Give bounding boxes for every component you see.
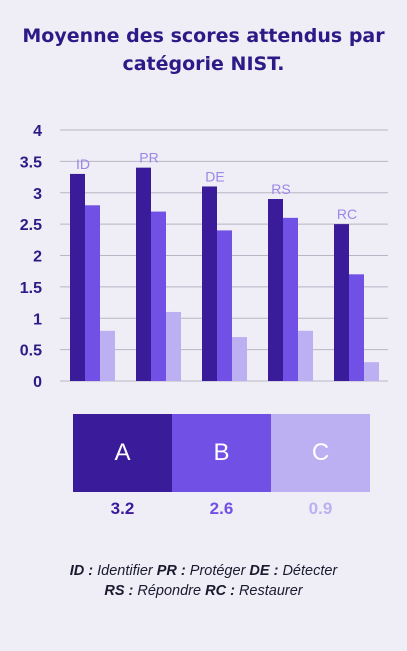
abbr-rc: RC : (205, 583, 235, 599)
category-label-rc: RC (337, 206, 357, 222)
def-de: Détecter (278, 563, 338, 579)
chart-title-line2: catégorie NIST. (122, 53, 285, 75)
legend-label-b: B (213, 439, 230, 466)
average-b: 2.6 (209, 499, 234, 518)
bar-id-c (100, 330, 115, 381)
y-tick-label: 4 (33, 123, 42, 140)
footnote-line2: RS : Répondre RC : Restaurer (0, 581, 407, 601)
def-rc: Restaurer (234, 583, 303, 599)
footnote: ID : Identifier PR : Protéger DE : Détec… (0, 561, 407, 601)
bar-rs-a (268, 199, 283, 381)
bar-rs-b (283, 217, 298, 381)
bar-de-c (232, 337, 247, 381)
abbr-rs: RS : (104, 583, 134, 599)
footnote-line1: ID : Identifier PR : Protéger DE : Détec… (0, 561, 407, 581)
abbr-de: DE : (249, 563, 279, 579)
y-tick-label: 2 (33, 249, 42, 266)
legend-box-b: B (172, 414, 271, 492)
y-tick-label: 1.5 (20, 280, 42, 297)
y-tick-label: 3 (33, 186, 42, 203)
averages: 3.2 2.6 0.9 (73, 496, 370, 522)
bar-rc-b (349, 274, 364, 381)
abbr-pr: PR : (156, 563, 186, 579)
bar-id-a (70, 173, 85, 381)
average-c: 0.9 (308, 499, 333, 518)
bar-chart: 0 0.5 1 1.5 2 2.5 3 3.5 4 ID PR DE RS RC (20, 123, 388, 391)
y-tick-label: 0 (33, 374, 42, 391)
legend-box-a: A (73, 414, 172, 492)
category-label-rs: RS (271, 181, 290, 197)
bar-de-b (217, 230, 232, 381)
bar-id-b (85, 205, 100, 381)
def-pr: Protéger (185, 563, 250, 579)
bar-pr-a (136, 167, 151, 381)
category-label-pr: PR (139, 150, 158, 166)
category-label-id: ID (76, 156, 90, 172)
legend-label-c: C (311, 439, 330, 466)
y-tick-label: 1 (33, 311, 42, 328)
bar-rc-a (334, 224, 349, 381)
category-label-de: DE (205, 168, 224, 184)
def-rs: Répondre (133, 583, 206, 599)
bar-rc-c (364, 362, 379, 381)
bar-rs-c (298, 330, 313, 381)
average-a: 3.2 (110, 499, 135, 518)
abbr-id: ID : (69, 563, 94, 579)
bar-pr-b (151, 211, 166, 381)
y-tick-label: 2.5 (20, 217, 42, 234)
y-tick-label: 0.5 (20, 343, 42, 360)
bar-pr-c (166, 311, 181, 381)
legend-box-c: C (271, 414, 370, 492)
legend-label-a: A (114, 439, 131, 466)
bar-de-a (202, 186, 217, 381)
chart-title: Moyenne des scores attendus par catégori… (0, 22, 407, 78)
def-id: Identifier (93, 563, 157, 579)
chart-title-line1: Moyenne des scores attendus par (22, 25, 385, 47)
y-tick-label: 3.5 (20, 154, 42, 171)
legend: A B C (73, 414, 370, 492)
